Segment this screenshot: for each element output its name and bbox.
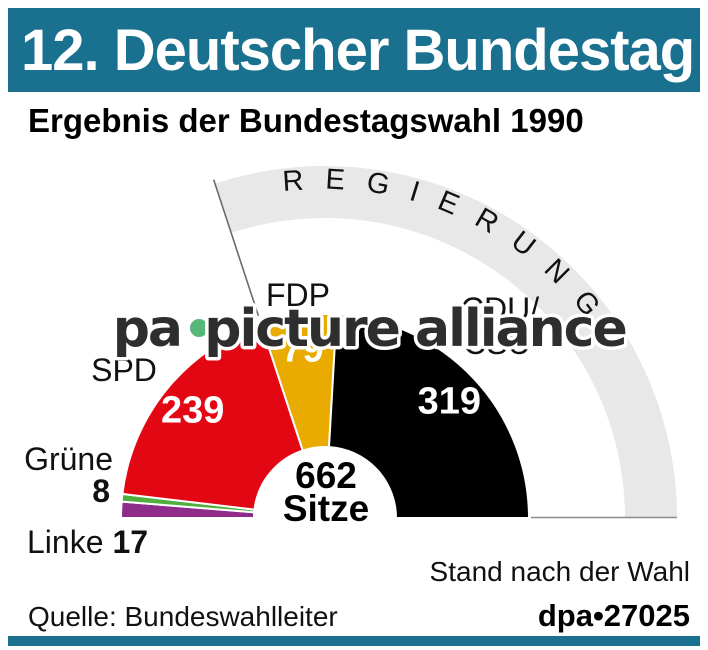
chart-title: Ergebnis der Bundestagswahl 1990: [28, 102, 584, 139]
value-fdp: 79: [282, 329, 324, 371]
status-note: Stand nach der Wahl: [429, 556, 690, 587]
value-cdu-csu: 319: [418, 381, 481, 423]
party-label-spd: SPD: [91, 352, 157, 388]
value-gr-ne: 8: [92, 473, 110, 509]
value-spd: 239: [161, 390, 224, 432]
watermark-prefix: pa: [113, 299, 181, 359]
page-title: 12. Deutscher Bundestag: [21, 17, 695, 83]
watermark-dot-icon: [187, 316, 211, 340]
government-arc: [215, 165, 677, 518]
total-seats-unit: Sitze: [283, 488, 369, 529]
party-label-fdp: FDP: [266, 277, 330, 313]
source-label: Quelle: Bundeswahlleiter: [28, 601, 338, 632]
party-label-cdu-csu: CDU/CSU: [461, 291, 539, 361]
bottom-bar: [8, 636, 700, 646]
segment-cdu-csu: [327, 313, 531, 519]
title-banner: 12. Deutscher Bundestag: [8, 8, 700, 92]
party-label-gr-ne: Grüne: [24, 441, 113, 477]
government-divider-line: [212, 179, 260, 316]
segment-spd: [121, 322, 305, 511]
party-label-linke: Linke 17: [27, 524, 148, 560]
total-seats-value: 662: [295, 455, 357, 496]
credit-label: dpa•27025: [537, 598, 690, 633]
watermark-text: picture alliance: [204, 299, 626, 359]
